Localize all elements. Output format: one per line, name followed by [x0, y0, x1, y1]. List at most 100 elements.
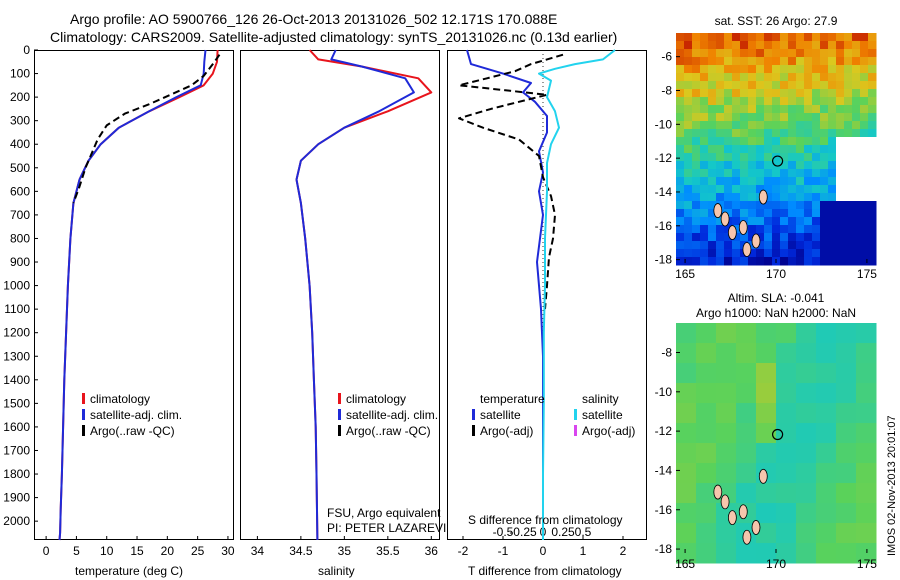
map-cell: [716, 225, 725, 234]
map-cell: [836, 383, 857, 404]
map-cell: [836, 33, 845, 42]
map-cell: [692, 233, 701, 242]
map-cell: [776, 463, 797, 484]
map-cell: [700, 129, 709, 138]
map-cell: [772, 169, 781, 178]
map-cell: [748, 185, 757, 194]
legend-item-satellite: satellite: [472, 407, 545, 423]
x-tick-label: 165: [675, 267, 695, 281]
map-cell: [776, 403, 797, 424]
map-cell: [700, 57, 709, 66]
map-cell: [676, 153, 685, 162]
map-cell: [812, 161, 821, 170]
map-cell: [796, 363, 817, 384]
map-cell: [692, 241, 701, 250]
s-tick-label: 0.25: [551, 525, 575, 539]
map-cell: [748, 177, 757, 186]
map-cell: [700, 89, 709, 98]
map-cell: [748, 209, 757, 218]
map-cell: [700, 217, 709, 226]
map-cell: [776, 543, 797, 564]
series-line-satellite-adj-clim-: [295, 49, 415, 541]
map-cell: [852, 153, 861, 162]
map-cell: [708, 137, 717, 146]
map-cell: [820, 177, 829, 186]
map-cell: [780, 49, 789, 58]
map-cell: [796, 403, 817, 424]
map-cell: [740, 153, 749, 162]
map-cell: [772, 241, 781, 250]
map-cell: [852, 185, 861, 194]
map-cell: [828, 169, 837, 178]
map-cell: [756, 323, 777, 344]
map-cell: [748, 137, 757, 146]
map-cell: [676, 233, 685, 242]
map-cell: [772, 129, 781, 138]
island-shape: [742, 529, 752, 545]
map-cell: [740, 209, 749, 218]
map-cell: [732, 57, 741, 66]
sst-map-panel: 165 170 175 -6 -8 -10 -12 -14 -16 -18: [655, 33, 877, 281]
map-cell: [748, 161, 757, 170]
credits: FSU, Argo equivalent PI: PETER LAZAREVIC…: [327, 506, 464, 536]
map-cell: [676, 145, 685, 154]
map-cell: [764, 33, 773, 42]
legend-item-argo: Argo(..raw -QC): [82, 423, 182, 439]
map-cell: [708, 185, 717, 194]
map-cell: [684, 257, 693, 266]
map-cell: [740, 145, 749, 154]
map-cell: [836, 185, 845, 194]
map-cell: [804, 121, 813, 130]
map-cell: [804, 33, 813, 42]
map-cell: [836, 57, 845, 66]
map-cell: [868, 217, 877, 226]
map-cell: [868, 49, 877, 58]
map-cell: [860, 33, 869, 42]
map-cell: [788, 113, 797, 122]
map-cell: [676, 121, 685, 130]
map-cell: [716, 403, 737, 424]
map-cell: [868, 185, 877, 194]
y-tick-label: -10: [655, 117, 673, 131]
y-tick-label: -10: [655, 385, 673, 399]
map-cell: [860, 153, 869, 162]
map-cell: [716, 383, 737, 404]
map-cell: [772, 137, 781, 146]
map-cell: [736, 383, 757, 404]
temperature-xlabel: temperature (deg C): [75, 564, 184, 578]
map-cell: [816, 363, 837, 384]
map-cell: [692, 49, 701, 58]
x-tick-label: 10: [100, 544, 114, 558]
map-cell: [732, 257, 741, 266]
map-cell: [724, 81, 733, 90]
map-cell: [732, 113, 741, 122]
map-cell: [852, 97, 861, 106]
map-cell: [684, 97, 693, 106]
map-cell: [868, 89, 877, 98]
map-cell: [696, 383, 717, 404]
map-cell: [692, 33, 701, 42]
map-cell: [852, 113, 861, 122]
map-cell: [708, 153, 717, 162]
map-cell: [756, 225, 765, 234]
map-cell: [868, 137, 877, 146]
map-cell: [852, 209, 861, 218]
map-cell: [700, 33, 709, 42]
timestamp-label: IMOS 02-Nov-2013 20:01:07: [886, 415, 898, 556]
map-cell: [796, 161, 805, 170]
argo-location-marker: [771, 428, 784, 441]
map-cell: [788, 89, 797, 98]
map-cell: [828, 201, 837, 210]
map-cell: [836, 145, 845, 154]
map-cell: [812, 73, 821, 82]
legend-swatch-black: [338, 425, 341, 436]
x-tick-label: 1: [580, 544, 587, 558]
map-cell: [756, 343, 777, 364]
map-cell: [676, 65, 685, 74]
map-cell: [820, 65, 829, 74]
map-cell: [756, 383, 777, 404]
map-cell: [780, 97, 789, 106]
map-cell: [724, 153, 733, 162]
map-cell: [708, 49, 717, 58]
map-cell: [700, 49, 709, 58]
